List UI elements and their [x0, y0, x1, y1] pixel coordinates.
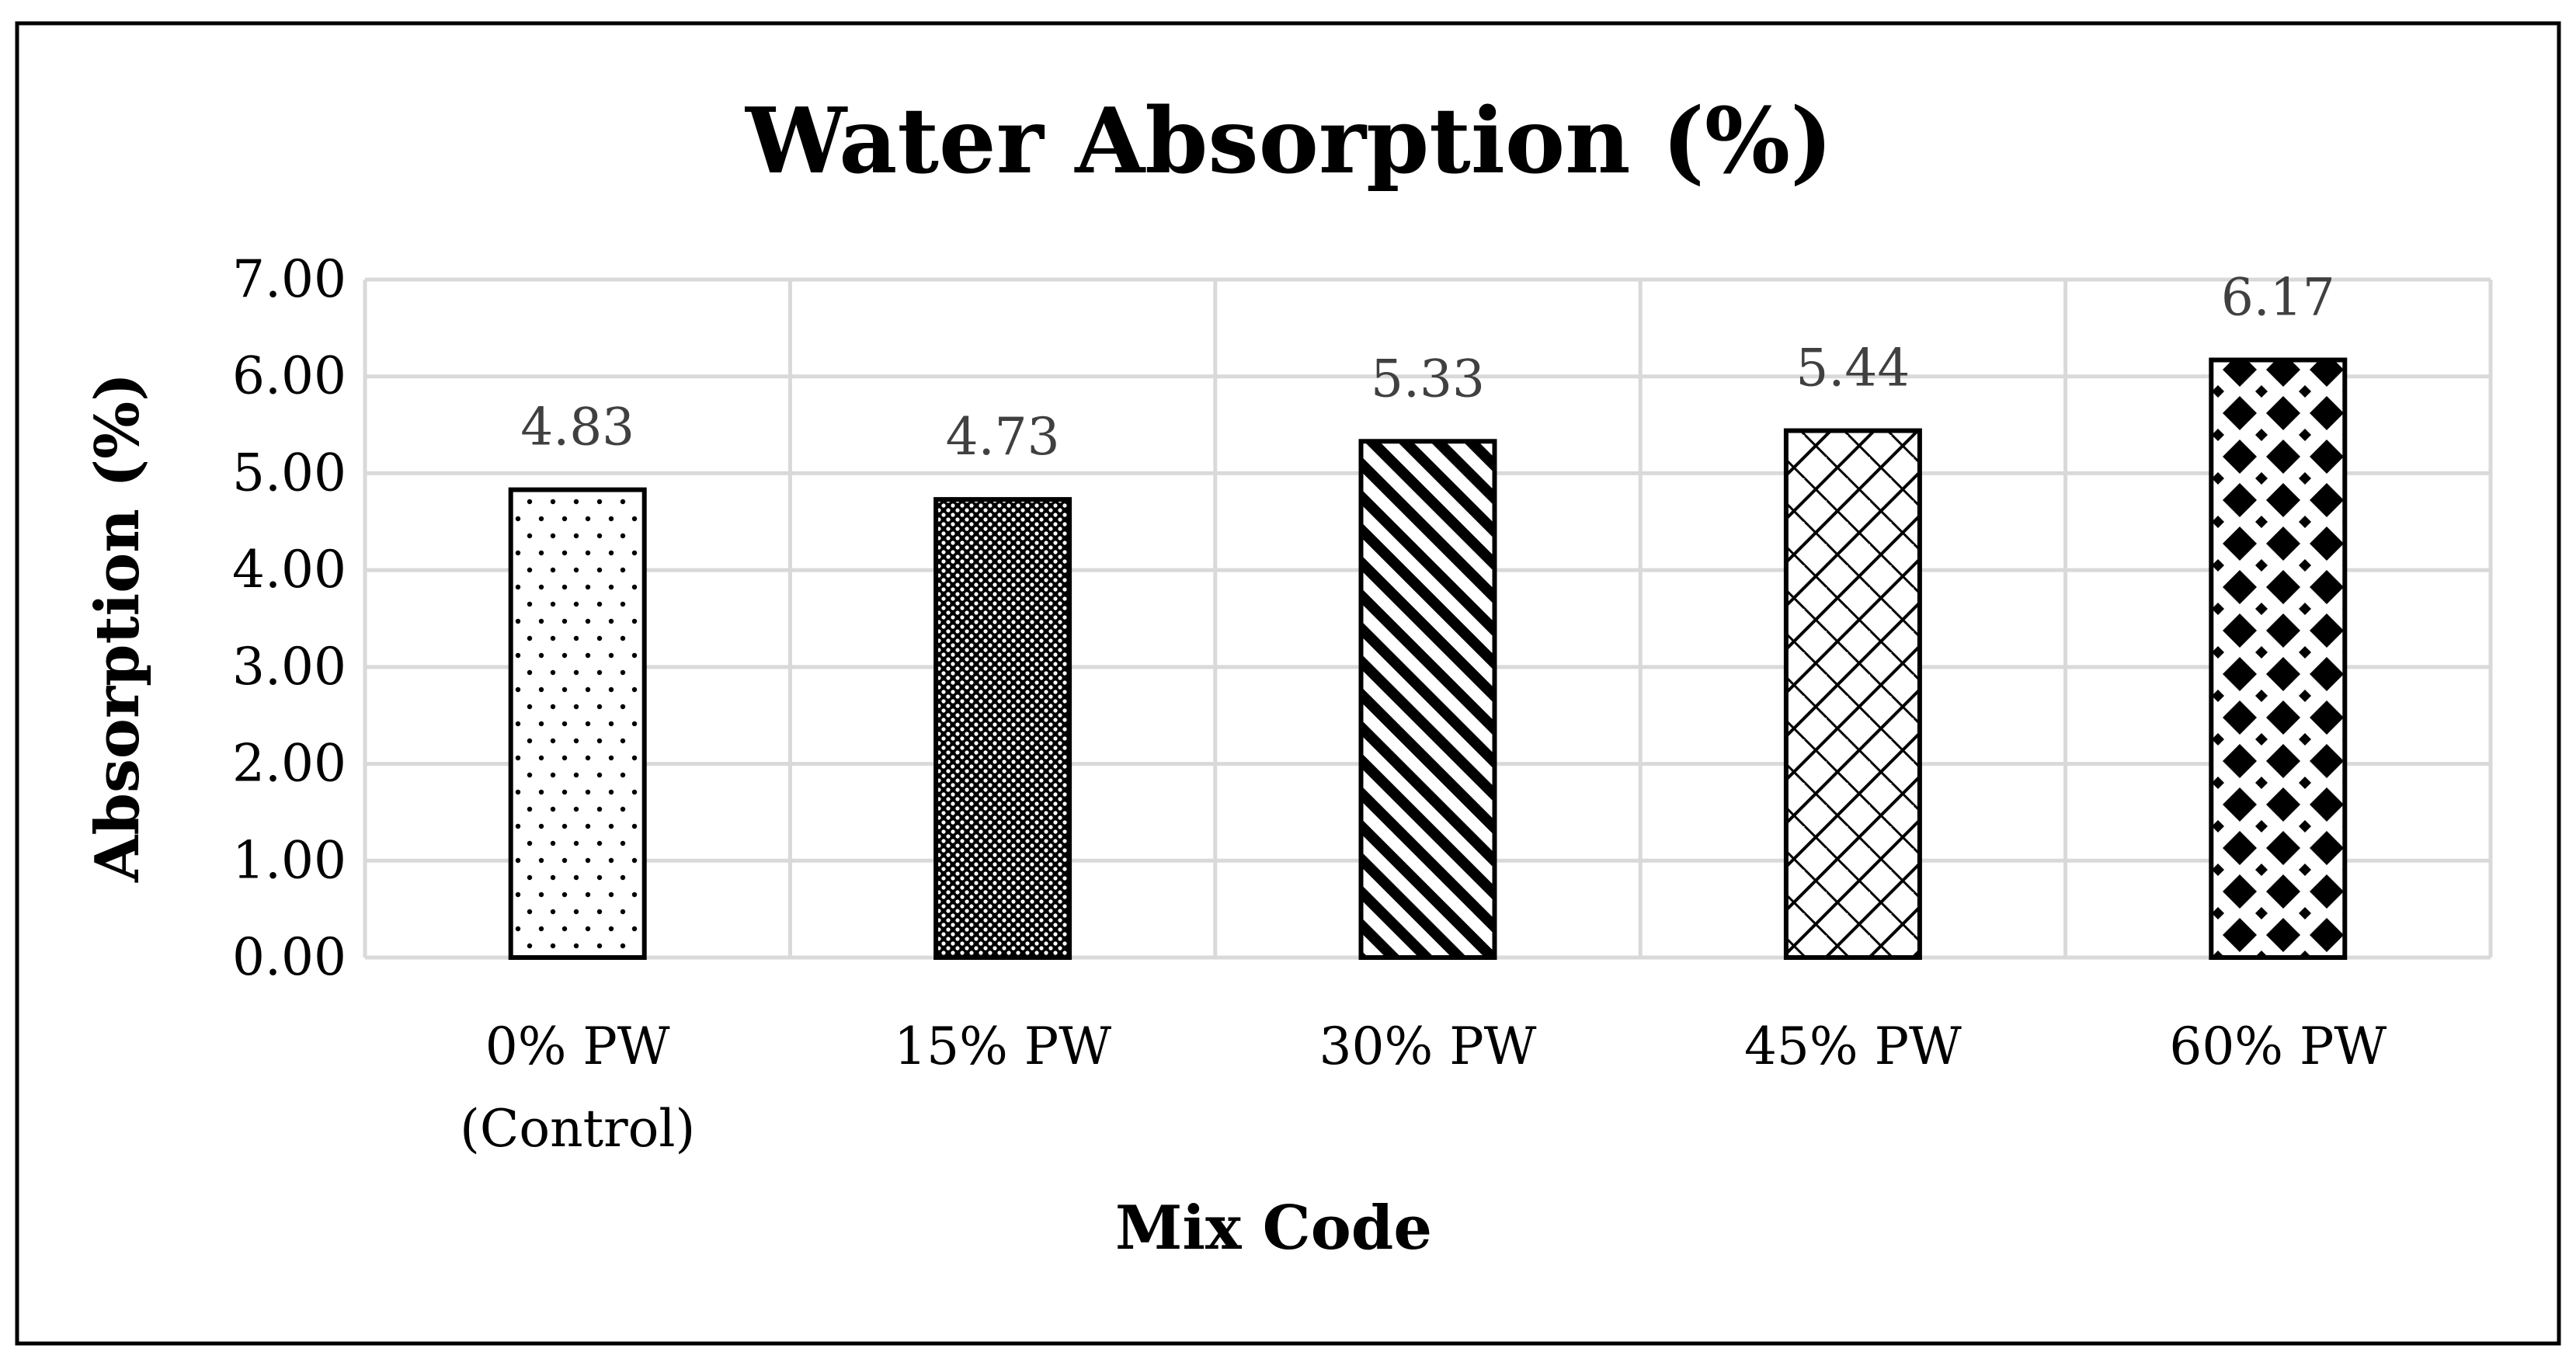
x-axis-categories: 0% PW (Control) 15% PW 30% PW 45% PW 60% PW — [460, 1017, 2387, 1159]
bar — [933, 497, 1072, 960]
chart-title: Water Absorption (%) — [744, 89, 1833, 194]
y-tick-label: 7.00 — [232, 249, 346, 309]
bar — [1783, 428, 1922, 960]
bar-value-label: 5.33 — [1371, 349, 1485, 408]
y-tick-label: 2.00 — [232, 734, 346, 794]
bar — [2209, 357, 2348, 960]
y-tick-label: 3.00 — [232, 637, 346, 697]
bar-value-label: 4.73 — [946, 407, 1060, 467]
y-tick-label: 5.00 — [232, 443, 346, 502]
x-category-label: 30% PW — [1319, 1017, 1537, 1076]
x-category-label: 45% PW — [1744, 1017, 1962, 1076]
x-category-label: 0% PW — [485, 1017, 670, 1076]
bar-value-label: 4.83 — [520, 398, 634, 457]
bar-value-label: 5.44 — [1796, 339, 1910, 398]
x-category-label: (Control) — [460, 1099, 695, 1159]
bar — [508, 487, 647, 960]
y-tick-label: 1.00 — [232, 830, 346, 890]
y-axis-ticks: 0.00 1.00 2.00 3.00 4.00 5.00 6.00 7.00 — [232, 249, 346, 987]
y-tick-label: 0.00 — [232, 927, 346, 987]
y-axis-title: Absorption (%) — [82, 373, 153, 883]
x-axis-title: Mix Code — [1115, 1193, 1432, 1263]
bar-value-label: 6.17 — [2221, 268, 2335, 328]
x-category-label: 60% PW — [2169, 1017, 2387, 1076]
bars — [508, 357, 2348, 960]
data-labels: 4.83 4.73 5.33 5.44 6.17 — [520, 268, 2335, 467]
y-tick-label: 6.00 — [232, 346, 346, 406]
x-category-label: 15% PW — [894, 1017, 1111, 1076]
chart-border — [15, 21, 2561, 1346]
y-tick-label: 4.00 — [232, 540, 346, 600]
bar — [1358, 439, 1497, 960]
